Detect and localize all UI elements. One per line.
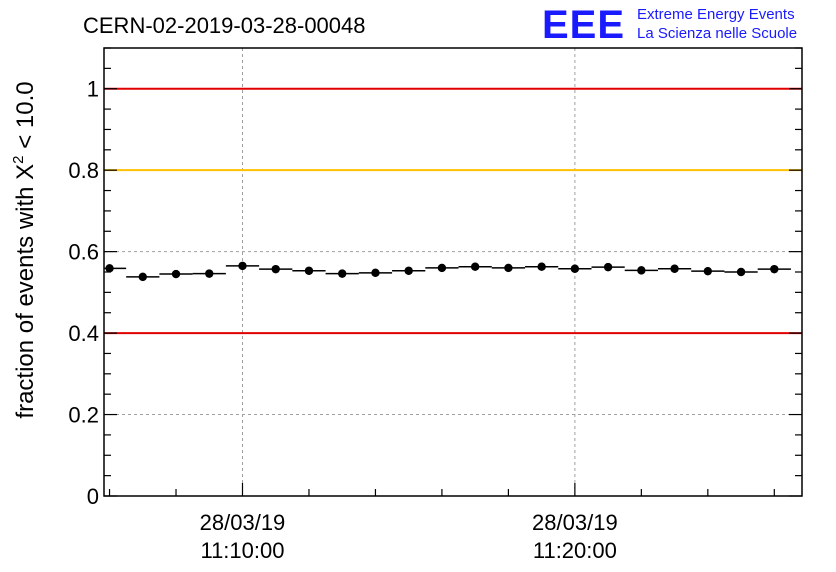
data-series	[104, 261, 791, 282]
y-axis-label-sup: 2	[10, 155, 27, 163]
data-point	[570, 264, 580, 273]
data-point	[736, 267, 746, 277]
data-point	[338, 269, 347, 278]
data-point	[504, 263, 513, 273]
logo-line1: Extreme Energy Events	[637, 6, 795, 23]
y-axis-label: fraction of events with X2 < 10.0	[10, 81, 39, 418]
data-point	[703, 266, 713, 276]
reference-lines	[104, 87, 802, 335]
data-point	[138, 272, 147, 282]
y-tick-label: 0.6	[68, 240, 99, 265]
svg-text:fraction of events with X2 < 1: fraction of events with X2 < 10.0	[10, 81, 39, 418]
y-tick-label: 0	[87, 484, 99, 509]
data-point	[637, 266, 646, 275]
logo-line2: La Scienza nelle Scuole	[637, 25, 797, 42]
y-tick-label: 0.2	[68, 403, 99, 428]
y-axis-label-main: fraction of events with X	[12, 164, 39, 419]
data-point	[404, 266, 413, 275]
y-tick-label: 0.8	[68, 158, 99, 183]
logo-mark: EEE	[542, 3, 625, 47]
run-title: CERN-02-2019-03-28-00048	[83, 13, 366, 38]
x-tick-label-time: 11:20:00	[533, 538, 617, 563]
data-point	[770, 264, 779, 274]
data-point	[205, 269, 214, 278]
x-tick-label-time: 11:10:00	[200, 538, 284, 563]
data-point	[371, 268, 380, 278]
y-tick-label: 0.4	[68, 321, 99, 346]
data-point	[470, 262, 480, 271]
y-axis-label-tail: < 10.0	[12, 81, 39, 155]
data-point	[271, 264, 280, 274]
x-tick-label-date: 28/03/19	[200, 510, 286, 535]
data-point	[670, 264, 679, 273]
data-point	[437, 263, 447, 273]
data-point	[105, 264, 114, 273]
data-point	[537, 262, 546, 271]
data-point	[304, 266, 314, 275]
axes: 0 0.2 0.4 0.6 0.8 1 28/03/19 11:10:00 28/03/19 11…	[68, 47, 803, 563]
y-tick-label: 1	[87, 77, 99, 102]
eee-logo: EEE Extreme Energy Events La Scienza nel…	[542, 3, 797, 47]
data-point	[171, 269, 181, 279]
x-tick-label-date: 28/03/19	[532, 510, 618, 535]
data-point	[603, 262, 613, 272]
data-point	[238, 261, 247, 271]
